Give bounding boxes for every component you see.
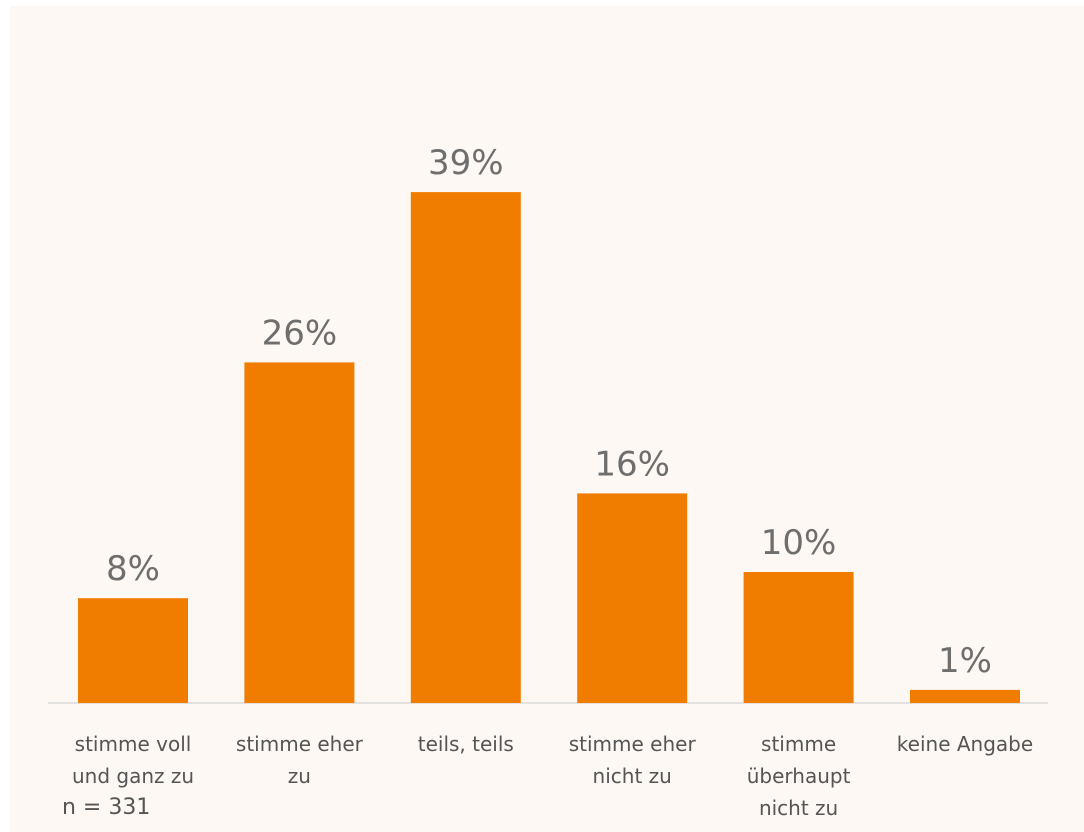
data-label-3: 39%: [428, 143, 504, 183]
category-label-3: teils, teils: [418, 732, 514, 756]
data-labels: 8% 26% 39% 16% 10% 1%: [106, 143, 992, 681]
bar-5: [743, 572, 854, 703]
category-label-5: stimme überhaupt nicht zu: [747, 732, 851, 820]
data-label-4: 16%: [594, 444, 670, 484]
category-label-2: stimme eher zu: [236, 732, 364, 788]
bars: [78, 192, 1020, 703]
chart-background: [10, 6, 1084, 832]
category-labels: stimme voll und ganz zu stimme eher zu teils…: [72, 732, 1033, 820]
category-label-1: stimme voll und ganz zu: [72, 732, 194, 788]
data-label-6: 1%: [938, 641, 992, 681]
category-label-4: stimme eher nicht zu: [569, 732, 697, 788]
category-label-6: keine Angabe: [897, 732, 1033, 756]
data-label-2: 26%: [262, 313, 338, 353]
bar-2: [244, 362, 355, 703]
data-label-1: 8%: [106, 549, 160, 589]
bar-1: [78, 598, 188, 703]
bar-6: [910, 689, 1020, 703]
bar-3: [410, 192, 521, 703]
sample-size-note: n = 331: [62, 795, 151, 820]
bar-4: [577, 493, 688, 703]
data-label-5: 10%: [761, 523, 837, 563]
